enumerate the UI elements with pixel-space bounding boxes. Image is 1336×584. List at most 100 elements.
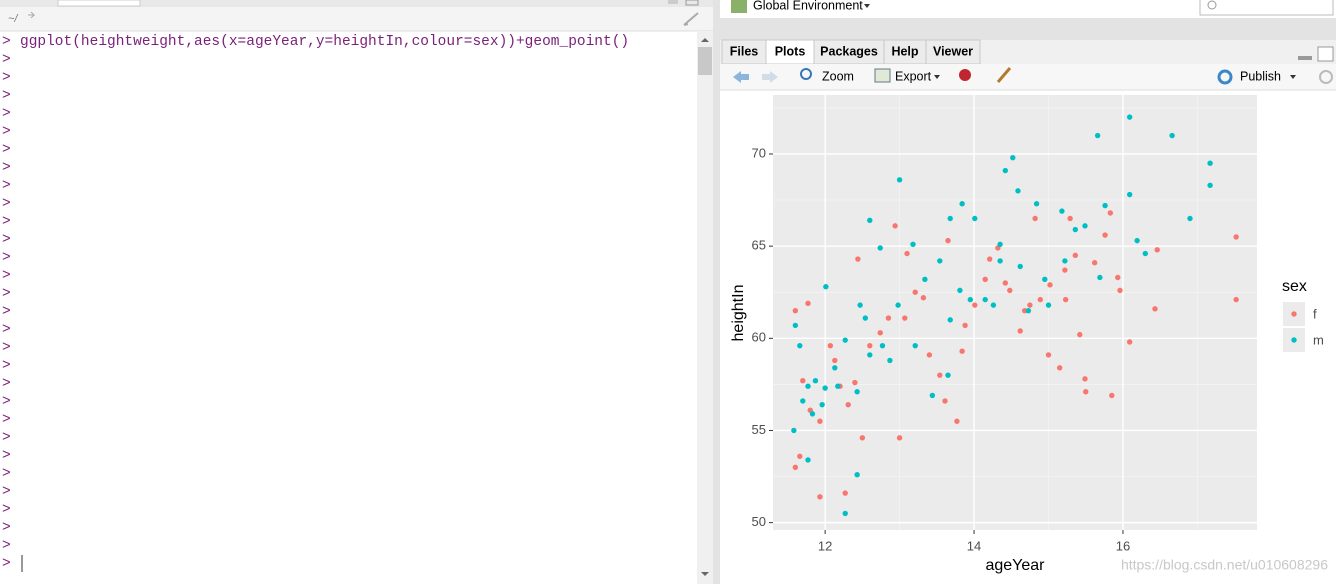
prompt: > <box>2 88 11 104</box>
tab-label[interactable]: Help <box>891 44 918 58</box>
search-box[interactable] <box>1199 0 1334 16</box>
tabs: Files Plots Packages Help Viewer <box>721 39 981 65</box>
tab[interactable] <box>765 39 815 65</box>
scrollbar[interactable] <box>697 31 713 584</box>
prompt: > <box>2 502 11 518</box>
point <box>904 250 910 257</box>
prompt: > <box>2 430 11 446</box>
point <box>1207 160 1213 166</box>
point <box>937 372 943 378</box>
clear-plots[interactable] <box>996 67 1012 83</box>
point <box>835 383 841 389</box>
point <box>1117 287 1123 294</box>
prompt: > <box>2 394 11 410</box>
point <box>1067 215 1073 222</box>
plot-panel <box>773 95 1257 530</box>
point <box>842 510 848 517</box>
tab[interactable] <box>925 39 981 65</box>
point <box>892 223 898 229</box>
point <box>962 322 968 329</box>
point <box>990 302 997 308</box>
point <box>1134 237 1140 244</box>
splitter[interactable] <box>713 0 720 584</box>
watermark: https://blog.csdn.net/u010608296 <box>1121 557 1328 573</box>
export-icon[interactable] <box>874 68 891 83</box>
maximize[interactable] <box>685 0 699 6</box>
tab[interactable] <box>883 39 927 65</box>
tab-label[interactable]: Files <box>730 44 759 58</box>
point <box>1002 167 1009 174</box>
point <box>1072 226 1079 233</box>
tab-label[interactable]: Plots <box>775 44 806 58</box>
point <box>1045 302 1052 308</box>
point <box>862 315 869 321</box>
point <box>1126 339 1133 345</box>
dropdown-arrow[interactable] <box>934 75 940 79</box>
zoom-icon[interactable] <box>800 68 812 80</box>
point <box>1062 296 1069 303</box>
prompt: > <box>2 52 11 68</box>
point <box>1033 201 1040 207</box>
point <box>929 392 936 399</box>
point <box>926 352 933 358</box>
point <box>997 258 1003 264</box>
point <box>867 217 873 224</box>
prompt: > <box>2 322 11 338</box>
export-button[interactable]: Export <box>895 69 932 83</box>
minimize[interactable] <box>1298 56 1312 60</box>
prompt: > <box>2 358 11 374</box>
point <box>1082 223 1088 229</box>
clear-console[interactable] <box>683 12 699 26</box>
point <box>800 398 806 404</box>
point <box>877 330 883 336</box>
prompt: > <box>2 70 11 86</box>
publish-button[interactable]: Publish <box>1240 69 1281 83</box>
point <box>1002 280 1009 286</box>
zoom-button[interactable]: Zoom <box>822 69 854 83</box>
working-dir: ~/ <box>8 13 18 25</box>
minimize[interactable] <box>668 0 678 4</box>
point <box>827 342 834 349</box>
maximize[interactable] <box>1317 46 1334 62</box>
tab-label[interactable]: Packages <box>820 44 878 58</box>
scroll-thumb[interactable] <box>698 47 712 75</box>
point <box>792 464 799 471</box>
prompt: > <box>2 538 11 554</box>
point <box>1059 208 1065 214</box>
goto-dir-icon[interactable] <box>28 11 36 19</box>
publish-icon[interactable] <box>1217 69 1233 85</box>
point <box>855 256 861 262</box>
point <box>1109 392 1115 399</box>
prompt: > <box>2 124 11 140</box>
point <box>1010 154 1016 161</box>
point <box>947 215 953 222</box>
prompt: > <box>2 106 11 122</box>
point <box>832 365 838 371</box>
forward-button[interactable] <box>762 71 778 83</box>
prompt: > <box>2 160 11 176</box>
point <box>791 427 797 434</box>
env-icon <box>731 0 747 13</box>
console-lines: > ggplot(heightweight,aes(x=ageYear,y=hei… <box>2 34 629 572</box>
dropdown-arrow[interactable] <box>1290 75 1296 79</box>
dropdown-arrow[interactable] <box>864 4 870 8</box>
point <box>954 418 960 424</box>
point <box>797 342 803 349</box>
tab-label[interactable]: Viewer <box>933 44 973 58</box>
point <box>1207 182 1213 189</box>
y-tick-label: 70 <box>752 145 766 160</box>
refresh[interactable] <box>1319 70 1333 84</box>
prompt: > <box>2 412 11 428</box>
point <box>920 295 927 301</box>
remove-plot[interactable] <box>959 69 971 81</box>
environment-dropdown[interactable]: Global Environment <box>753 0 863 12</box>
back-button[interactable] <box>733 71 749 83</box>
point <box>972 215 978 222</box>
x-tick-label: 14 <box>967 538 981 553</box>
editor-tab[interactable] <box>57 0 141 7</box>
legend-swatch <box>1291 311 1297 317</box>
point <box>1154 247 1160 253</box>
point <box>1115 274 1121 281</box>
splitter[interactable] <box>720 18 1336 40</box>
point <box>982 296 988 303</box>
